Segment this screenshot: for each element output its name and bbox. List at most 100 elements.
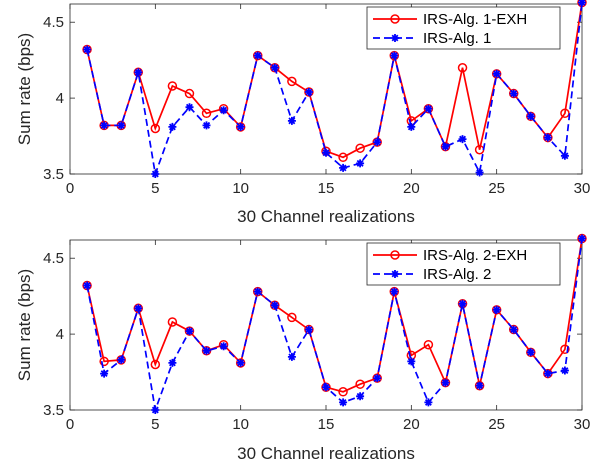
- data-point: [339, 398, 348, 407]
- data-point: [185, 327, 194, 336]
- x-tick-label: 15: [318, 180, 335, 197]
- data-point: [424, 104, 433, 113]
- data-point: [543, 133, 552, 142]
- data-point: [338, 152, 348, 163]
- legend-box: [366, 242, 561, 286]
- legend-label: IRS-Alg. 1-EXH: [423, 11, 527, 28]
- data-point: [287, 352, 296, 361]
- data-point: [407, 122, 416, 131]
- data-point: [578, 0, 586, 7]
- data-point: [578, 234, 586, 243]
- x-axis-label: 30 Channel realizations: [237, 207, 415, 226]
- x-tick-label: 0: [66, 180, 74, 197]
- data-point: [424, 398, 433, 407]
- x-tick-label: 0: [66, 416, 74, 433]
- data-point: [560, 366, 569, 375]
- x-tick-label: 20: [403, 180, 420, 197]
- y-axis-label: Sum rate (bps): [15, 33, 34, 145]
- data-point: [117, 355, 126, 364]
- data-point: [390, 287, 399, 296]
- data-point: [167, 317, 178, 327]
- data-point: [441, 378, 450, 387]
- series-line: [86, 2, 583, 178]
- data-point: [509, 325, 518, 334]
- data-point: [202, 121, 211, 130]
- legend-marker: [390, 250, 400, 260]
- legend-box: [366, 6, 561, 50]
- data-point: [304, 325, 313, 334]
- data-point: [475, 381, 484, 390]
- data-point: [270, 63, 279, 72]
- data-point: [100, 369, 109, 378]
- data-point: [509, 89, 518, 98]
- data-point: [356, 159, 365, 168]
- data-point: [526, 112, 535, 121]
- data-point: [322, 148, 330, 157]
- y-tick-label: 3.5: [43, 166, 64, 183]
- data-point: [492, 69, 501, 78]
- data-point: [560, 344, 570, 355]
- legend-marker: [391, 34, 399, 42]
- data-point: [322, 383, 330, 392]
- x-tick-label: 5: [151, 180, 159, 197]
- data-point: [167, 81, 178, 91]
- data-point: [253, 51, 262, 60]
- legend-marker: [391, 270, 399, 278]
- data-point: [270, 301, 279, 310]
- data-point: [560, 151, 569, 160]
- data-point: [202, 346, 211, 355]
- data-point: [201, 108, 212, 119]
- data-point: [185, 103, 194, 112]
- data-point: [236, 358, 245, 367]
- data-point: [83, 281, 92, 290]
- data-point: [253, 287, 262, 296]
- y-tick-label: 4: [56, 90, 64, 107]
- data-point: [134, 68, 143, 77]
- x-tick-label: 30: [574, 416, 591, 433]
- data-point: [134, 304, 143, 313]
- y-tick-label: 3.5: [43, 402, 64, 419]
- data-point: [356, 392, 365, 401]
- data-point: [100, 121, 109, 130]
- data-point: [150, 359, 161, 370]
- series-line: [86, 238, 583, 414]
- legend-marker: [390, 14, 400, 24]
- data-point: [117, 121, 126, 130]
- x-tick-label: 25: [488, 180, 505, 197]
- data-point: [287, 76, 297, 87]
- data-point: [423, 339, 434, 350]
- data-point: [475, 168, 484, 177]
- series-alg: [83, 234, 586, 414]
- data-point: [373, 374, 382, 383]
- y-tick-label: 4.5: [43, 14, 64, 31]
- x-tick-label: 10: [232, 416, 249, 433]
- legend-label: IRS-Alg. 1: [423, 30, 491, 47]
- data-point: [184, 88, 195, 99]
- data-point: [355, 379, 365, 389]
- x-tick-label: 10: [232, 180, 249, 197]
- data-point: [339, 163, 348, 172]
- y-axis-label: Sum rate (bps): [15, 269, 34, 381]
- chart-panel-1: 0 5 10 15 20 25 30 3.5 4 4.5 30 Channel realizatio…: [15, 0, 590, 226]
- data-point: [219, 106, 228, 115]
- data-point: [355, 143, 365, 153]
- data-point: [407, 357, 416, 366]
- legend-label: IRS-Alg. 2: [423, 266, 491, 283]
- x-axis-label: 30 Channel realizations: [237, 444, 415, 463]
- legend: IRS-Alg. 1-EXH IRS-Alg. 1: [366, 6, 561, 50]
- data-point: [304, 88, 313, 96]
- chart-panel-2: 0 5 10 15 20 25 30 3.5 4 4.5 30 Channel realizatio…: [15, 233, 591, 463]
- data-point: [150, 123, 161, 134]
- data-point: [543, 369, 552, 378]
- data-point: [338, 387, 348, 397]
- x-tick-label: 5: [151, 416, 159, 433]
- data-point: [526, 348, 535, 357]
- data-point: [99, 356, 109, 367]
- data-point: [373, 138, 382, 147]
- data-point: [287, 312, 297, 323]
- legend: IRS-Alg. 2-EXH IRS-Alg. 2: [366, 242, 561, 286]
- data-point: [168, 358, 177, 367]
- y-tick-label: 4: [56, 326, 64, 343]
- legend-label: IRS-Alg. 2-EXH: [423, 247, 527, 264]
